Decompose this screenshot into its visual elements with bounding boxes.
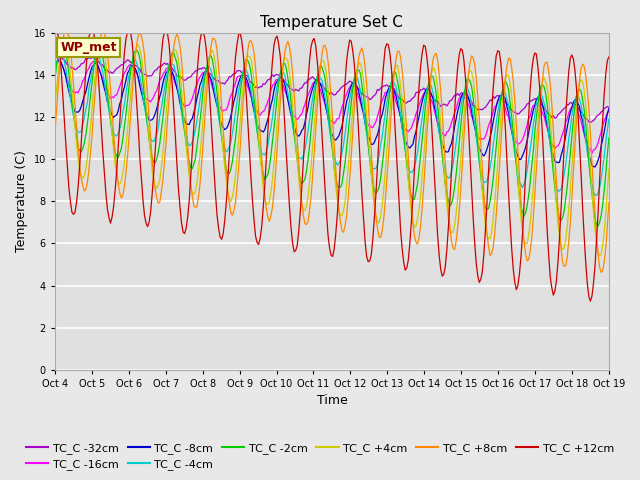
- Title: Temperature Set C: Temperature Set C: [260, 15, 403, 30]
- Legend: TC_C -32cm, TC_C -16cm, TC_C -8cm, TC_C -4cm, TC_C -2cm, TC_C +4cm, TC_C +8cm, T: TC_C -32cm, TC_C -16cm, TC_C -8cm, TC_C …: [22, 438, 618, 474]
- Y-axis label: Temperature (C): Temperature (C): [15, 150, 28, 252]
- Text: WP_met: WP_met: [61, 41, 117, 54]
- X-axis label: Time: Time: [317, 395, 348, 408]
